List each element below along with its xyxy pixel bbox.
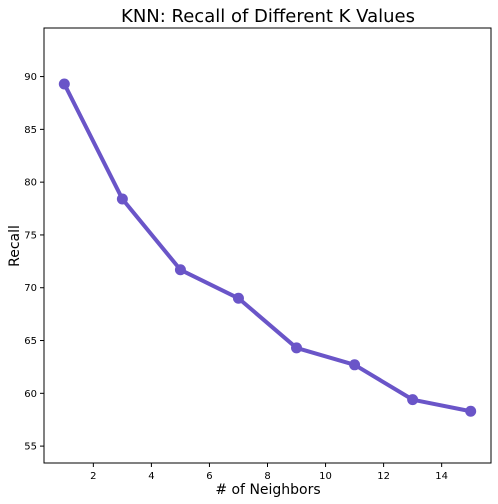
x-tick-label: 10 — [319, 471, 332, 482]
data-point — [58, 78, 70, 90]
data-point — [407, 394, 419, 406]
y-tick-label: 60 — [24, 389, 37, 400]
x-tick-label: 14 — [435, 471, 448, 482]
y-tick-label: 65 — [24, 336, 37, 347]
plot-area-frame — [43, 27, 492, 464]
data-point — [116, 193, 128, 205]
y-tick-label: 85 — [24, 125, 37, 136]
y-tick-label: 75 — [24, 230, 37, 241]
y-tick-label: 80 — [24, 178, 37, 189]
data-point — [465, 405, 477, 417]
x-tick-label: 12 — [377, 471, 390, 482]
x-tick-label: 4 — [148, 471, 154, 482]
series-line — [62, 81, 473, 414]
series-layer — [58, 78, 477, 417]
y-axis-label: Recall — [7, 225, 23, 267]
y-axis: 55 60 65 70 75 80 85 90 — [24, 72, 44, 453]
x-axis: 2 4 6 8 10 12 14 — [90, 463, 448, 482]
data-point — [174, 264, 186, 276]
data-point — [349, 359, 361, 371]
x-tick-label: 8 — [264, 471, 270, 482]
data-point — [232, 292, 244, 304]
x-axis-label: # of Neighbors — [215, 482, 320, 498]
y-tick-label: 55 — [24, 442, 37, 453]
x-tick-label: 2 — [90, 471, 96, 482]
y-tick-label: 90 — [24, 72, 37, 83]
chart-title: KNN: Recall of Different K Values — [121, 6, 415, 27]
data-point — [291, 342, 303, 354]
y-tick-label: 70 — [24, 283, 37, 294]
x-tick-label: 6 — [206, 471, 212, 482]
